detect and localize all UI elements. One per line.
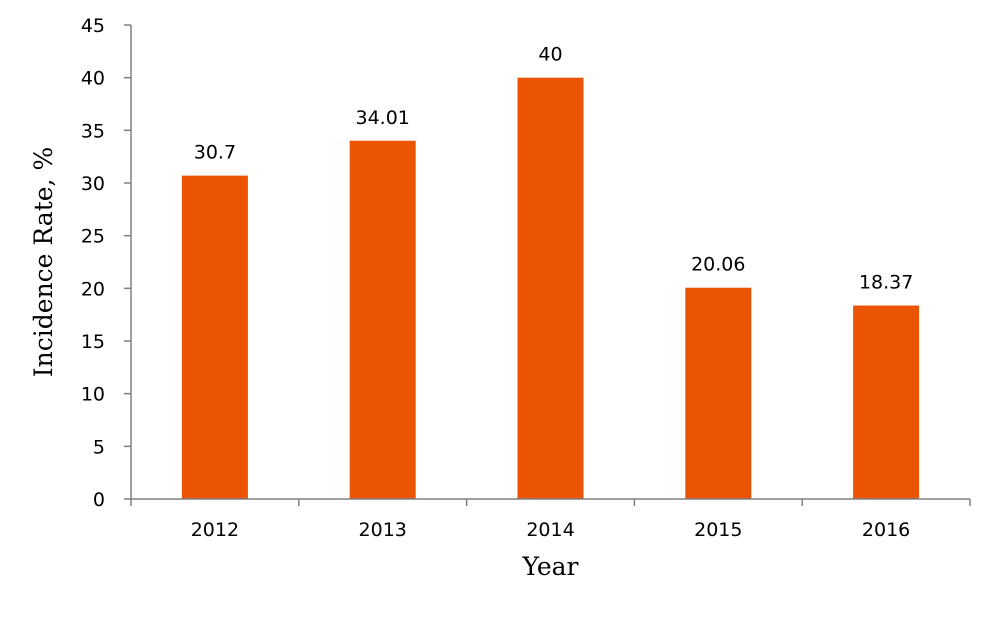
y-tick-label: 25 — [81, 226, 105, 248]
data-labels: 30.7 34.01 40 20.06 18.37 — [194, 44, 914, 294]
bar-2014 — [517, 77, 584, 500]
data-label-2012: 30.7 — [194, 142, 236, 164]
bar-2012 — [181, 175, 248, 500]
y-tick-label: 5 — [93, 436, 105, 458]
x-tick-label-2014: 2014 — [526, 519, 574, 541]
bars — [181, 77, 920, 500]
y-tick-label: 10 — [81, 384, 105, 406]
data-label-2015: 20.06 — [691, 254, 745, 276]
y-tick-label: 15 — [81, 331, 105, 353]
y-axis-ticks: 0 5 10 15 20 25 30 35 40 45 — [81, 15, 131, 511]
x-tick-label-2012: 2012 — [191, 519, 239, 541]
x-tick-label-2016: 2016 — [862, 519, 910, 541]
x-axis-ticks: 2012 2013 2014 2015 2016 — [130, 499, 971, 541]
y-tick-label: 45 — [81, 15, 105, 37]
y-tick-label: 0 — [93, 489, 105, 511]
bar-2016 — [853, 305, 920, 499]
y-tick-label: 30 — [81, 173, 105, 195]
x-axis-title: Year — [522, 552, 579, 581]
y-axis-title: Incidence Rate, % — [29, 147, 58, 377]
data-label-2013: 34.01 — [355, 107, 409, 129]
bar-2013 — [349, 140, 416, 499]
x-tick-label-2013: 2013 — [359, 519, 407, 541]
x-tick-label-2015: 2015 — [694, 519, 742, 541]
y-tick-label: 35 — [81, 120, 105, 142]
y-tick-label: 40 — [81, 68, 105, 90]
data-label-2016: 18.37 — [859, 272, 913, 294]
data-label-2014: 40 — [538, 44, 562, 66]
y-tick-label: 20 — [81, 278, 105, 300]
bar-2015 — [685, 287, 752, 499]
